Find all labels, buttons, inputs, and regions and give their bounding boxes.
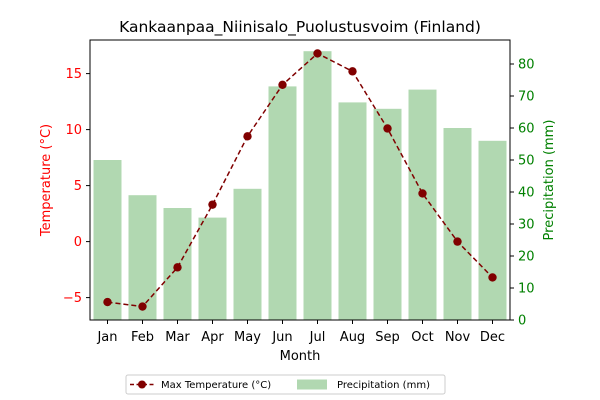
y-right-tick-label: 80 [518, 58, 535, 73]
y-right-tick-label: 0 [518, 314, 526, 329]
precip-bar-dec [478, 140, 507, 320]
precip-bar-sep [373, 108, 402, 320]
precip-bar-aug [338, 102, 367, 321]
y-left-tick-label: 0 [74, 235, 82, 250]
y-right-tick-label: 30 [518, 218, 535, 233]
y-right-tick-label: 70 [518, 90, 535, 105]
precip-bar-jul [303, 51, 332, 320]
legend: Max Temperature (°C) Precipitation (mm) [125, 374, 446, 395]
x-tick-label-jul: Jul [309, 330, 326, 345]
y-right-tick-label: 40 [518, 186, 535, 201]
temp-point-mar [173, 263, 182, 272]
precip-bar-jan [93, 160, 122, 320]
x-tick-label-jun: Jun [271, 330, 292, 345]
legend-frame [125, 374, 446, 395]
y-right-tick-label: 60 [518, 122, 535, 137]
y-left-tick-label: −5 [63, 291, 82, 306]
y-left-tick-label: 15 [65, 67, 82, 82]
x-axis-title: Month [280, 349, 321, 364]
temp-point-nov [453, 237, 462, 246]
legend-line-marker [138, 380, 146, 389]
y-left-tick-label: 10 [65, 123, 82, 138]
temp-point-apr [208, 200, 217, 209]
precip-bar-jun [268, 86, 297, 321]
precip-bar-nov [443, 128, 472, 320]
x-tick-label-oct: Oct [411, 330, 433, 345]
x-tick-label-sep: Sep [375, 330, 400, 345]
temp-point-sep [383, 124, 392, 133]
x-axis: Jan Feb Mar Apr May Jun Jul Aug Sep Oct Nov Dec [96, 320, 505, 345]
y-axis-right-title: Precipitation (mm) [542, 120, 557, 241]
x-tick-label-apr: Apr [201, 330, 224, 345]
x-tick-label-aug: Aug [340, 330, 365, 345]
precipitation-bars [93, 51, 507, 321]
temp-point-jun [278, 80, 287, 90]
temp-point-aug [348, 67, 357, 76]
precip-bar-may [233, 188, 262, 320]
plot-frame [89, 39, 511, 321]
y-right-tick-label: 50 [518, 154, 535, 169]
y-left-tick-label: 5 [74, 179, 82, 194]
temperature-series-line [107, 52, 494, 308]
x-tick-label-nov: Nov [445, 330, 471, 345]
x-tick-label-jan: Jan [96, 330, 117, 345]
x-tick-label-may: May [234, 330, 261, 345]
temp-point-jul [313, 49, 322, 58]
x-tick-label-dec: Dec [480, 330, 505, 345]
legend-entry-temperature: Max Temperature (°C) [161, 380, 271, 391]
y-axis-left: −5 0 5 10 15 [63, 67, 90, 306]
temp-point-jan [103, 297, 112, 307]
y-axis-right: 0 10 20 30 40 50 60 70 80 [510, 58, 535, 329]
x-tick-label-mar: Mar [165, 330, 190, 345]
y-right-tick-label: 20 [518, 250, 535, 265]
temp-point-feb [138, 302, 147, 311]
precip-bar-apr [198, 217, 227, 320]
x-tick-label-feb: Feb [131, 330, 154, 345]
precip-bar-feb [128, 195, 157, 320]
temperature-line [103, 49, 497, 311]
y-right-tick-label: 10 [518, 282, 535, 297]
y-axis-left-title: Temperature (°C) [39, 124, 54, 237]
precip-bar-oct [408, 89, 437, 320]
temp-point-oct [418, 189, 427, 198]
temp-point-dec [488, 273, 497, 282]
legend-bar-swatch [297, 379, 327, 390]
legend-entry-precipitation: Precipitation (mm) [337, 380, 430, 391]
temp-point-may [243, 132, 252, 141]
chart-title: Kankaanpaa_Niinisalo_Puolustusvoim (Finl… [119, 18, 481, 37]
